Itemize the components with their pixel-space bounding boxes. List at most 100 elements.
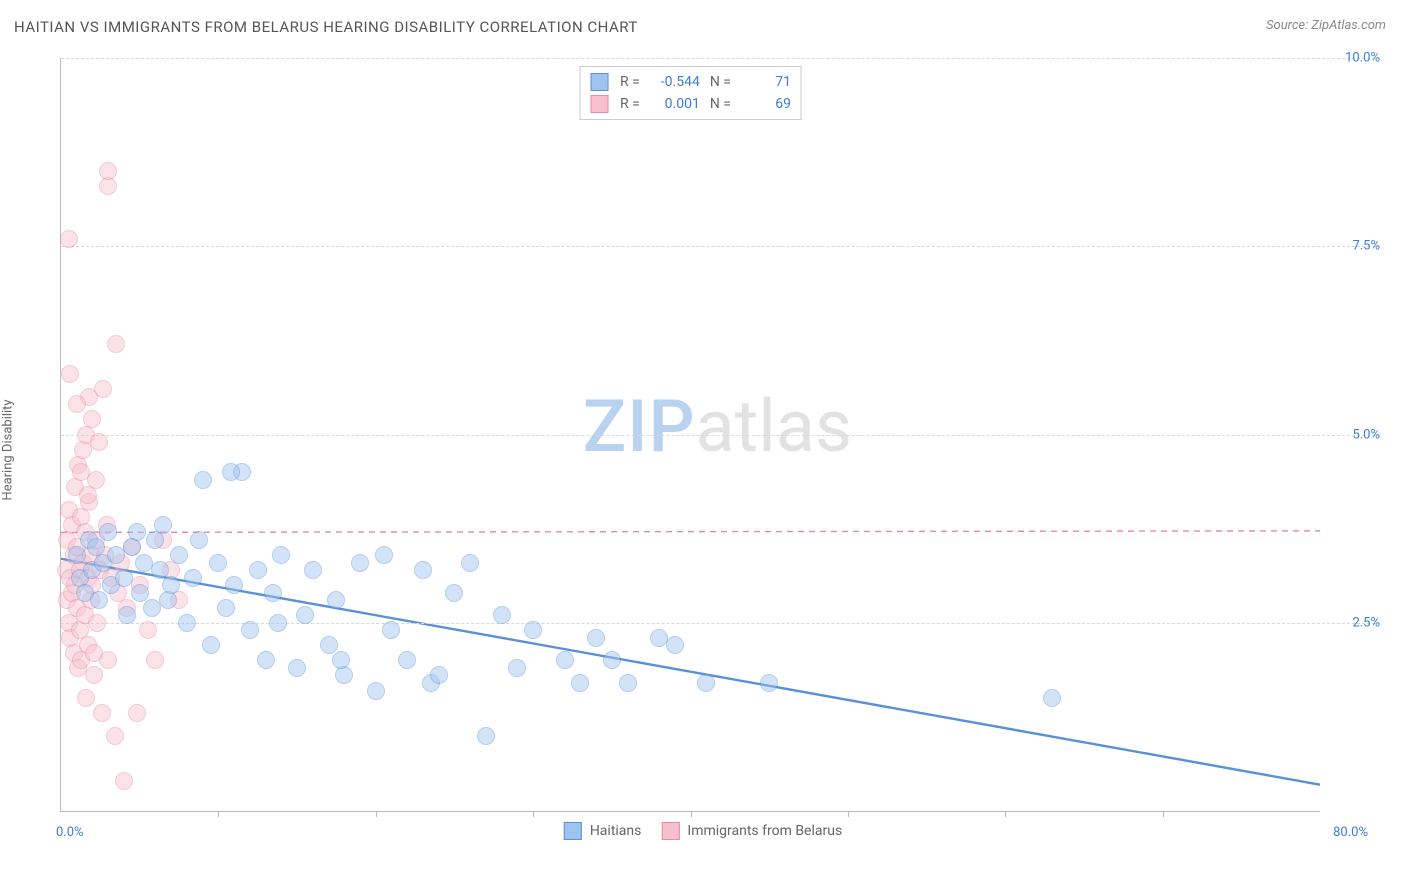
swatch-series2 <box>590 95 608 113</box>
data-point <box>414 561 432 579</box>
data-point <box>367 682 385 700</box>
r-label: R = <box>620 93 640 115</box>
data-point <box>178 614 196 632</box>
data-point <box>524 621 542 639</box>
n-label: N = <box>710 93 731 115</box>
data-point <box>128 523 146 541</box>
data-point <box>375 546 393 564</box>
data-point <box>335 666 353 684</box>
data-point <box>222 463 240 481</box>
data-point <box>327 591 345 609</box>
data-point <box>115 569 133 587</box>
n-value-series1: 71 <box>739 71 791 93</box>
data-point <box>461 554 479 572</box>
data-point <box>257 651 275 669</box>
data-point <box>146 651 164 669</box>
data-point <box>190 531 208 549</box>
y-axis-label: Hearing Disability <box>1 399 16 500</box>
y-tick-label: 7.5% <box>1352 239 1380 254</box>
data-point <box>217 599 235 617</box>
legend-item-series2: Immigrants from Belarus <box>661 822 842 840</box>
source-attribution: Source: ZipAtlas.com <box>1266 18 1386 33</box>
y-tick-label: 2.5% <box>1352 615 1380 630</box>
legend-item-series1: Haitians <box>564 822 642 840</box>
chart-title: HAITIAN VS IMMIGRANTS FROM BELARUS HEARI… <box>14 18 638 36</box>
data-point <box>296 606 314 624</box>
data-point <box>72 463 90 481</box>
data-point <box>1043 689 1061 707</box>
data-point <box>68 546 86 564</box>
data-point <box>79 486 97 504</box>
data-point <box>269 614 287 632</box>
data-point <box>90 591 108 609</box>
correlation-legend: R = -0.544 N = 71 R = 0.001 N = 69 <box>579 66 802 120</box>
data-point <box>90 433 108 451</box>
watermark-atlas: atlas <box>696 384 853 469</box>
gridline <box>61 58 1380 59</box>
gridline <box>61 246 1380 247</box>
swatch-series1 <box>564 822 582 840</box>
data-point <box>118 606 136 624</box>
data-point <box>159 591 177 609</box>
swatch-series2 <box>661 822 679 840</box>
data-point <box>131 584 149 602</box>
chart-container: Hearing Disability ZIPatlas R = -0.544 N… <box>14 48 1392 852</box>
swatch-series1 <box>590 73 608 91</box>
n-label: N = <box>710 71 731 93</box>
r-label: R = <box>620 71 640 93</box>
data-point <box>571 674 589 692</box>
data-point <box>139 621 157 639</box>
data-point <box>154 516 172 534</box>
x-tick <box>848 811 849 817</box>
data-point <box>697 674 715 692</box>
x-tick <box>1163 811 1164 817</box>
data-point <box>115 772 133 790</box>
x-axis-min-label: 0.0% <box>56 825 84 840</box>
data-point <box>332 651 350 669</box>
x-tick <box>376 811 377 817</box>
data-point <box>202 636 220 654</box>
data-point <box>272 546 290 564</box>
data-point <box>85 644 103 662</box>
trend-line <box>61 559 1320 785</box>
series-legend: Haitians Immigrants from Belarus <box>564 822 842 840</box>
data-point <box>382 621 400 639</box>
data-point <box>209 554 227 572</box>
data-point <box>61 365 79 383</box>
data-point <box>194 471 212 489</box>
data-point <box>184 569 202 587</box>
data-point <box>83 410 101 428</box>
legend-row-series2: R = 0.001 N = 69 <box>590 93 791 115</box>
data-point <box>445 584 463 602</box>
data-point <box>241 621 259 639</box>
data-point <box>398 651 416 669</box>
x-tick <box>218 811 219 817</box>
data-point <box>99 162 117 180</box>
data-point <box>666 636 684 654</box>
data-point <box>493 606 511 624</box>
data-point <box>94 380 112 398</box>
data-point <box>760 674 778 692</box>
data-point <box>68 395 86 413</box>
x-tick <box>1005 811 1006 817</box>
legend-label-series2: Immigrants from Belarus <box>687 823 842 839</box>
legend-row-series1: R = -0.544 N = 71 <box>590 71 791 93</box>
x-tick <box>691 811 692 817</box>
data-point <box>508 659 526 677</box>
gridline <box>61 435 1380 436</box>
r-value-series2: 0.001 <box>648 93 700 115</box>
data-point <box>225 576 243 594</box>
y-tick-label: 10.0% <box>1345 51 1380 66</box>
data-point <box>556 651 574 669</box>
data-point <box>107 335 125 353</box>
data-point <box>162 576 180 594</box>
data-point <box>477 727 495 745</box>
data-point <box>249 561 267 579</box>
data-point <box>93 704 111 722</box>
data-point <box>170 546 188 564</box>
data-point <box>603 651 621 669</box>
watermark: ZIPatlas <box>583 384 852 469</box>
x-tick <box>533 811 534 817</box>
gridline <box>61 623 1380 624</box>
plot-area: ZIPatlas R = -0.544 N = 71 R = 0.001 N =… <box>60 58 1320 812</box>
